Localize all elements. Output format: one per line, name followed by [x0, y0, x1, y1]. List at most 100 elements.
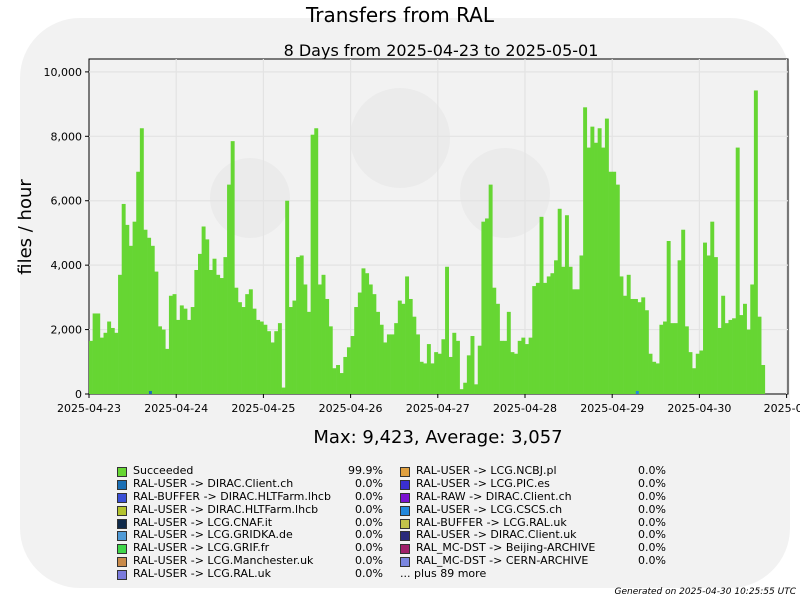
legend-percent: 0.0% [355, 567, 383, 581]
legend-percent: 0.0% [638, 554, 666, 568]
bar [118, 274, 122, 394]
bar [172, 294, 177, 394]
bar [183, 308, 188, 394]
y-tick-label: 6,000 [51, 195, 83, 208]
legend-item: RAL-BUFFER -> LCG.RAL.uk 0.0% [400, 516, 670, 530]
legend-label: RAL-USER -> DIRAC.Client.ch [133, 476, 294, 490]
bar [463, 382, 468, 394]
bar [107, 321, 112, 394]
bar [601, 147, 606, 394]
bar [735, 147, 740, 394]
bar [212, 258, 217, 394]
bar [448, 356, 453, 394]
chart-summary: Max: 9,423, Average: 3,057 [313, 427, 562, 448]
bar [510, 352, 515, 394]
legend-item: RAL-USER -> LCG.RAL.uk 0.0% [117, 567, 387, 581]
x-tick-label: 2025-04-30 [667, 402, 731, 415]
legend-percent: 0.0% [638, 476, 666, 490]
bar [528, 337, 533, 394]
bar [430, 363, 435, 394]
bar [139, 128, 144, 394]
bar [208, 269, 213, 394]
bar [368, 284, 373, 394]
legend-item: RAL-RAW -> DIRAC.Client.ch 0.0% [400, 490, 670, 504]
legend-column-left: Succeeded 99.9% RAL-USER -> DIRAC.Client.c… [117, 464, 387, 581]
legend-label: RAL-USER -> LCG.CSCS.ch [416, 502, 563, 516]
bar [466, 355, 471, 394]
bar [579, 255, 584, 394]
bar [583, 107, 588, 394]
bar [525, 344, 529, 394]
bar [655, 363, 660, 394]
bar [695, 353, 700, 394]
bar [357, 292, 362, 394]
legend-percent: 0.0% [355, 541, 383, 555]
bar [459, 389, 464, 394]
legend-swatch [400, 518, 410, 529]
legend-item: RAL-BUFFER -> DIRAC.HLTFarm.lhcb 0.0% [117, 489, 387, 504]
bar [307, 311, 311, 394]
x-tick-label: 2025-04-29 [580, 402, 644, 415]
bar [648, 353, 653, 394]
x-tick-label: 2025-04-24 [144, 402, 208, 415]
bar [99, 337, 104, 394]
bar [721, 295, 726, 394]
legend-label: RAL_MC-DST -> CERN-ARCHIVE [416, 554, 589, 568]
x-axis-ticks: 2025-04-23 2025-04-24 2025-04-25 2025-04-26… [57, 394, 800, 415]
bar [659, 324, 664, 394]
bar [405, 276, 410, 394]
bar [535, 282, 540, 394]
legend-item: RAL_MC-DST -> CERN-ARCHIVE 0.0% [400, 554, 670, 568]
legend-percent: 0.0% [355, 502, 383, 516]
legend-label: RAL-USER -> LCG.CNAF.it [133, 515, 273, 529]
bar [416, 334, 420, 394]
bar [194, 269, 199, 394]
legend-item: RAL-USER -> LCG.Manchester.uk 0.0% [117, 554, 387, 568]
bar [474, 384, 479, 394]
x-tick-label: 2025-04-28 [493, 402, 557, 415]
bar [670, 323, 675, 394]
bar [434, 352, 439, 394]
legend-item: RAL-USER -> LCG.CSCS.ch 0.0% [400, 502, 670, 517]
bar [634, 298, 638, 394]
bar [546, 276, 551, 394]
bar [223, 257, 228, 394]
legend-item: RAL-USER -> LCG.GRIF.fr 0.0% [117, 541, 387, 555]
legend-swatch [400, 479, 410, 490]
legend-percent: 0.0% [355, 515, 383, 529]
bar [713, 257, 718, 394]
bar [688, 352, 693, 394]
bar [554, 260, 558, 394]
bar [372, 294, 377, 394]
bar-series-succeeded [89, 90, 766, 395]
bar [128, 245, 133, 394]
bar [136, 171, 141, 394]
legend-swatch [117, 518, 127, 529]
bar [485, 218, 489, 394]
bar [717, 327, 722, 394]
bar [623, 295, 628, 394]
legend-label: RAL-USER -> LCG.RAL.uk [133, 567, 271, 581]
legend-item: RAL-USER -> DIRAC.HLTFarm.lhcb 0.0% [117, 502, 387, 517]
legend-swatch [117, 492, 127, 503]
watermark-shape [460, 148, 550, 238]
bar [503, 340, 508, 394]
bar [677, 260, 682, 394]
bar [274, 331, 279, 394]
bar [259, 321, 264, 394]
bar [325, 298, 330, 394]
bar [328, 326, 333, 394]
legend-label: RAL-USER -> LCG.GRIF.fr [133, 541, 270, 555]
bar [336, 365, 340, 394]
legend-percent: 0.0% [355, 489, 383, 503]
bar [692, 368, 697, 394]
bar [110, 327, 115, 394]
bar [339, 373, 344, 394]
bar [150, 245, 155, 394]
bar [281, 387, 286, 394]
bar [187, 319, 192, 394]
bar [354, 307, 359, 394]
bar [132, 221, 137, 394]
bar [426, 344, 431, 394]
x-tick-label: 2025-04-27 [406, 402, 470, 415]
